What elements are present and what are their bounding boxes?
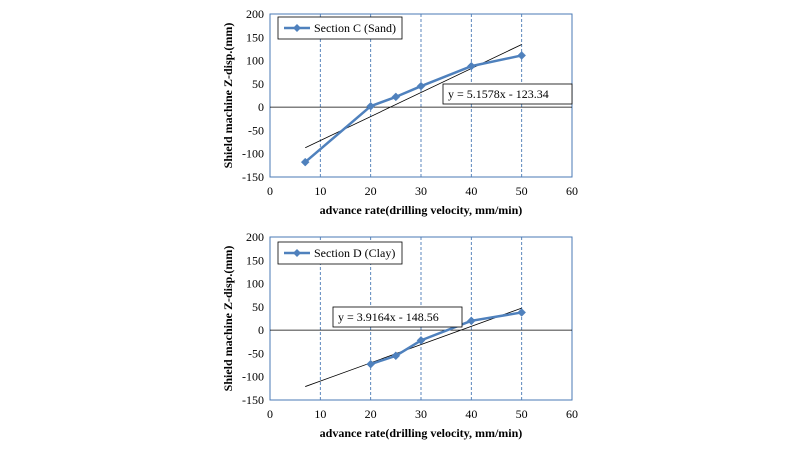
x-tick-label: 10 — [314, 407, 326, 421]
data-point — [300, 157, 310, 167]
y-tick-label: 50 — [252, 300, 264, 314]
x-axis-title: advance rate(drilling velocity, mm/min) — [320, 426, 523, 440]
data-point — [416, 336, 426, 345]
x-tick-label: 20 — [365, 407, 377, 421]
y-axis-title: Shield machine Z-disp.(mm) — [221, 23, 235, 169]
y-axis-title: Shield machine Z-disp.(mm) — [221, 246, 235, 392]
trendline — [305, 307, 522, 387]
series-line-1 — [304, 54, 522, 164]
y-tick-label: -50 — [248, 123, 264, 137]
data-point — [391, 351, 401, 361]
data-point — [391, 92, 401, 102]
x-tick-label: 0 — [267, 184, 273, 198]
y-tick-label: -50 — [248, 346, 264, 360]
x-tick-label: 50 — [516, 407, 528, 421]
data-point — [517, 308, 527, 317]
x-tick-label: 30 — [415, 184, 427, 198]
y-tick-label: 200 — [246, 7, 264, 21]
x-tick-label: 60 — [566, 407, 578, 421]
y-tick-label: -100 — [242, 370, 264, 384]
x-tick-label: 60 — [566, 184, 578, 198]
legend-marker — [293, 249, 301, 257]
y-tick-label: -100 — [242, 147, 264, 161]
data-point — [416, 81, 426, 91]
data-point — [466, 61, 476, 71]
y-tick-label: 100 — [246, 54, 264, 68]
x-tick-label: 40 — [465, 184, 477, 198]
y-tick-label: 200 — [246, 230, 264, 244]
trendline-equation: y = 5.1578x - 123.34 — [448, 87, 549, 101]
equation-box — [442, 83, 573, 105]
legend-box — [277, 241, 403, 265]
trendline-equation: y = 3.9164x - 148.56 — [338, 310, 439, 324]
x-tick-label: 30 — [415, 407, 427, 421]
x-tick-label: 50 — [516, 184, 528, 198]
data-point — [517, 51, 527, 60]
x-axis-title: advance rate(drilling velocity, mm/min) — [320, 203, 523, 217]
legend-box — [277, 16, 403, 40]
y-tick-label: 50 — [252, 77, 264, 91]
x-tick-label: 20 — [365, 184, 377, 198]
y-tick-label: -150 — [242, 170, 264, 184]
y-tick-label: -150 — [242, 393, 264, 407]
legend-label: Section D (Clay) — [314, 246, 395, 260]
data-point — [466, 316, 476, 326]
data-point — [366, 359, 376, 369]
y-tick-label: 0 — [258, 100, 264, 114]
y-tick-label: 100 — [246, 277, 264, 291]
legend-marker — [293, 24, 301, 32]
y-tick-label: 150 — [246, 253, 264, 267]
legend-label: Section C (Sand) — [314, 21, 396, 35]
y-tick-label: 150 — [246, 30, 264, 44]
x-tick-label: 40 — [465, 407, 477, 421]
data-point — [366, 101, 376, 111]
x-tick-label: 10 — [314, 184, 326, 198]
equation-box — [332, 306, 463, 328]
x-tick-label: 0 — [267, 407, 273, 421]
y-tick-label: 0 — [258, 323, 264, 337]
